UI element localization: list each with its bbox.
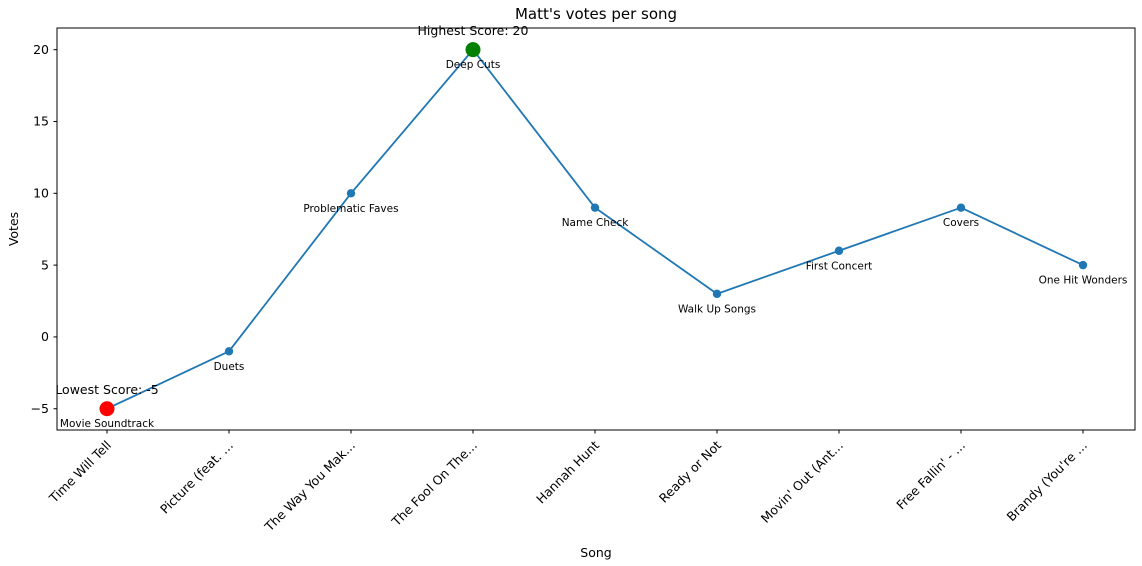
- point-label: First Concert: [806, 260, 873, 272]
- x-axis-ticks: Time Will Tell Picture (feat. … The Way Yo…: [45, 430, 1090, 535]
- x-tick-label: Movin' Out (Ant…: [758, 438, 846, 526]
- y-tick-label: 20: [33, 42, 49, 57]
- y-tick-label: 5: [41, 257, 49, 272]
- data-point: [834, 246, 844, 255]
- point-label: Name Check: [562, 217, 630, 229]
- x-axis-label: Song: [580, 545, 611, 560]
- point-label: Walk Up Songs: [678, 303, 756, 315]
- data-series: [99, 42, 1088, 417]
- point-label: One Hit Wonders: [1039, 275, 1128, 287]
- data-point: [1078, 260, 1088, 270]
- series-line: [106, 48, 1084, 410]
- annotation-lowest-score: Lowest Score: -5: [55, 382, 158, 397]
- point-label: Problematic Faves: [303, 203, 398, 215]
- data-point: [956, 203, 966, 212]
- data-point: [224, 347, 234, 356]
- data-point-highlight: [99, 401, 115, 417]
- y-tick-label: 10: [33, 186, 49, 201]
- point-label: Duets: [214, 361, 245, 373]
- annotations: Highest Score: 20 Lowest Score: -5: [55, 23, 528, 397]
- x-tick-label: Brandy (You're …: [1004, 438, 1091, 525]
- annotation-highest-score: Highest Score: 20: [418, 23, 529, 38]
- y-tick-label: 15: [33, 114, 49, 129]
- x-tick-label: Hannah Hunt: [533, 437, 602, 506]
- data-point: [346, 189, 356, 198]
- point-labels: Movie Soundtrack Duets Problematic Faves De…: [60, 59, 1127, 430]
- y-axis-label: Votes: [6, 212, 21, 246]
- x-tick-label: Picture (feat. …: [157, 438, 236, 517]
- x-tick-label: The Fool On The…: [388, 438, 480, 530]
- point-label: Movie Soundtrack: [60, 418, 155, 430]
- plot-spines: [56, 27, 1136, 431]
- data-point: [712, 289, 722, 299]
- x-tick-label: The Way You Mak…: [261, 438, 358, 535]
- point-label: Deep Cuts: [446, 59, 501, 71]
- x-tick-label: Time Will Tell: [45, 438, 114, 507]
- chart-title: Matt's votes per song: [515, 5, 677, 23]
- y-axis-ticks: −5 0 5 10 15 20: [31, 42, 57, 416]
- y-tick-label: −5: [31, 401, 49, 416]
- data-point: [590, 203, 600, 212]
- y-tick-label: 0: [41, 329, 49, 344]
- x-tick-label: Ready or Not: [656, 437, 724, 505]
- x-tick-label: Free Fallin' - …: [893, 438, 968, 513]
- point-label: Covers: [943, 217, 979, 229]
- data-point-highlight: [465, 42, 481, 58]
